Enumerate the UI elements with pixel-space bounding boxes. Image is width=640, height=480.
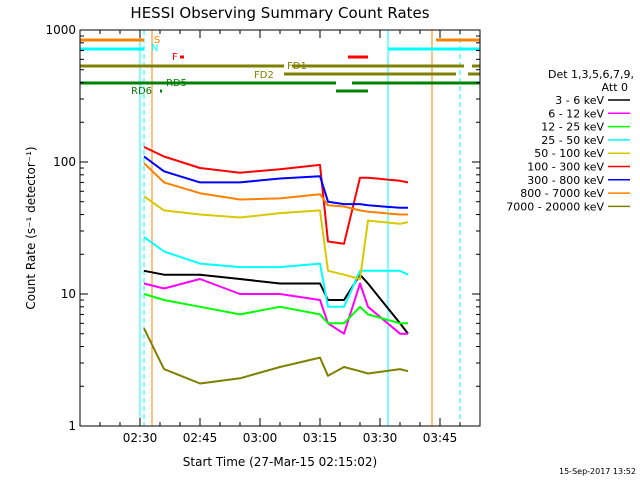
x-axis: 02:30 02:45 03:00 03:15 03:30 03:45 <box>99 30 461 445</box>
series-line-800-7000-kev <box>143 162 408 216</box>
series-line-6-12-kev <box>143 278 408 335</box>
series-line-12-25-kev <box>143 293 408 325</box>
y-tick-label: 1 <box>68 419 76 433</box>
y-tick-label: 10 <box>61 287 76 301</box>
legend-label-300-800-kev: 300 - 800 keV <box>527 174 604 187</box>
x-axis-label: Start Time (27-Mar-15 02:15:02) <box>183 455 377 469</box>
flag-label-fd1: FD1 <box>287 61 307 72</box>
legend-label-6-12-kev: 6 - 12 keV <box>548 107 604 120</box>
y-axis: 1 10 100 1000 <box>45 23 480 433</box>
flag-label-f: F <box>172 52 178 63</box>
flag-label-rd6: RD6 <box>131 86 152 97</box>
legend-label-100-300-kev: 100 - 300 keV <box>527 161 604 174</box>
legend-label-800-7000-kev: 800 - 7000 keV <box>520 187 604 200</box>
series-line-25-50-kev <box>143 236 409 308</box>
legend-header-line2: Att 0 <box>602 81 628 94</box>
series-layer <box>143 146 409 385</box>
legend-label-3-6-kev: 3 - 6 keV <box>555 94 604 107</box>
y-tick-label: 1000 <box>45 23 76 37</box>
y-axis-label: Count Rate (s⁻¹ detector⁻¹) <box>24 146 38 309</box>
y-tick-label: 100 <box>53 155 76 169</box>
series-line-300-800-kev <box>143 155 408 209</box>
series-line-3-6-kev <box>143 269 409 335</box>
chart-title: HESSI Observing Summary Count Rates <box>130 4 429 22</box>
x-tick-label: 02:45 <box>183 431 218 445</box>
x-tick-label: 03:30 <box>363 431 398 445</box>
series-line-100-300-kev <box>143 146 409 245</box>
flag-label-s: S <box>154 35 160 46</box>
x-tick-label: 03:45 <box>423 431 458 445</box>
x-tick-label: 02:30 <box>123 431 158 445</box>
flag-label-rd5: RD5 <box>166 78 187 89</box>
flag-label-fd2: FD2 <box>254 70 274 81</box>
timestamp: 15-Sep-2017 13:52 <box>559 467 636 476</box>
overlay-layer: SN F FD1 FD2 RD5 RD6 <box>80 30 480 426</box>
legend-label-7000-20000-kev: 7000 - 20000 keV <box>506 200 604 213</box>
x-tick-label: 03:15 <box>303 431 338 445</box>
series-line-7000-20000-kev <box>143 327 409 385</box>
series-line-50-100-kev <box>143 195 409 280</box>
legend-label-12-25-kev: 12 - 25 keV <box>541 121 604 134</box>
legend-label-50-100-kev: 50 - 100 keV <box>534 147 604 160</box>
x-tick-label: 03:00 <box>243 431 278 445</box>
legend-label-25-50-kev: 25 - 50 keV <box>541 134 604 147</box>
legend-header-line1: Det 1,3,5,6,7,9, <box>548 68 634 81</box>
flag-label-n: N <box>151 43 158 54</box>
